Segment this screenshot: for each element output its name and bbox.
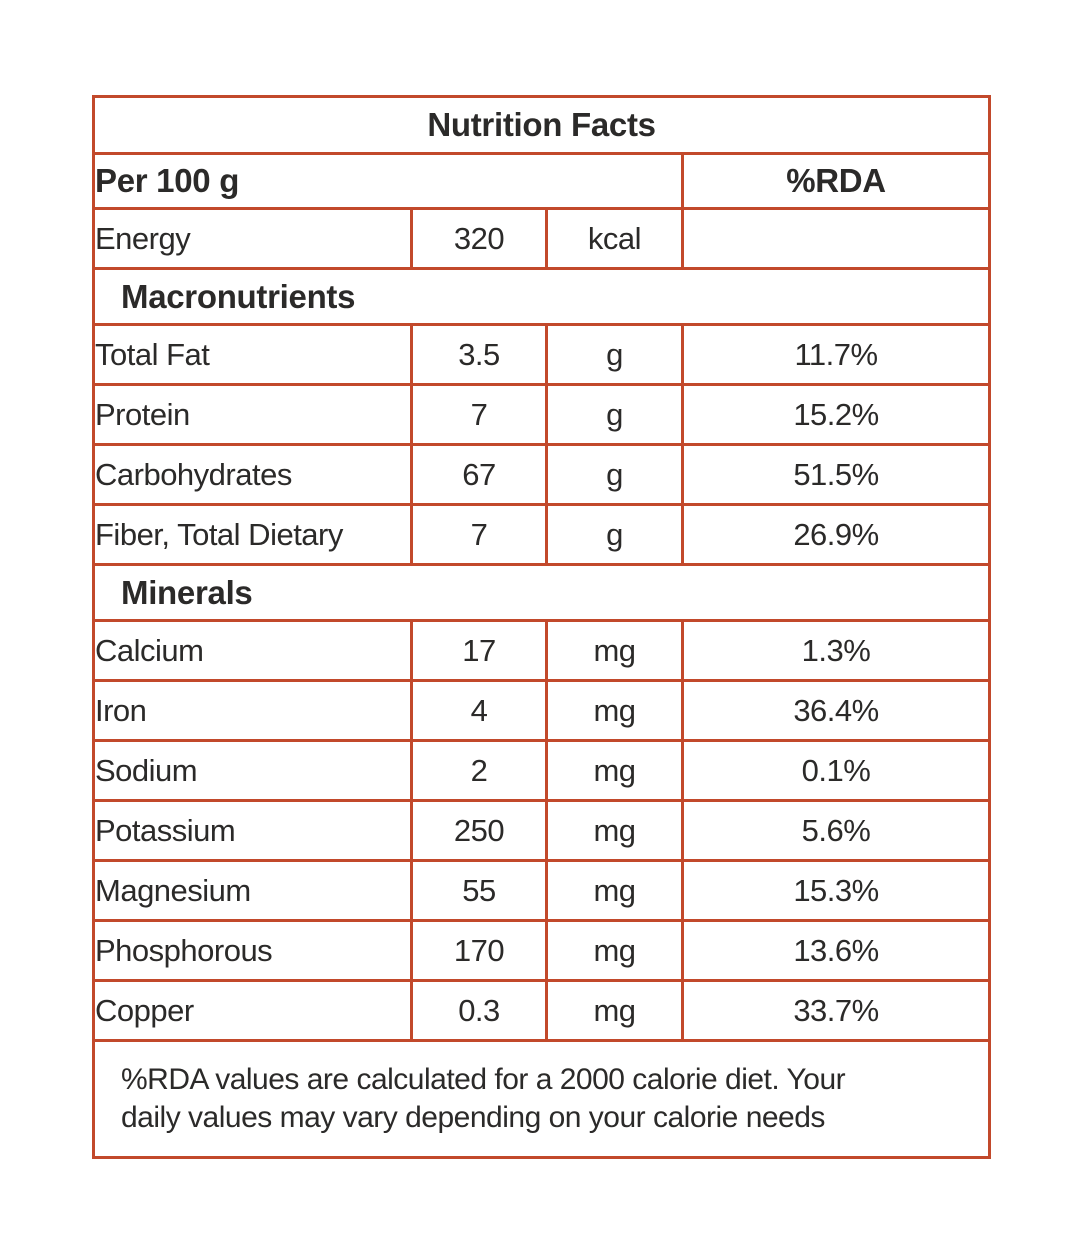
table-row: Macronutrients <box>91 267 992 326</box>
nutrient-value: 2 <box>410 739 548 802</box>
nutrient-name: Potassium <box>92 799 413 862</box>
table-row: %RDA values are calculated for a 2000 ca… <box>91 1039 992 1159</box>
nutrient-unit: mg <box>545 799 684 862</box>
nutrient-unit: mg <box>545 619 684 682</box>
nutrient-name: Copper <box>92 979 413 1042</box>
nutrient-value: 3.5 <box>410 323 548 386</box>
table-row: Magnesium 55 mg 15.3% <box>92 859 992 922</box>
table-row: Calcium 17 mg 1.3% <box>92 619 992 682</box>
nutrient-value: 55 <box>410 859 548 922</box>
table-row: Phosphorous 170 mg 13.6% <box>92 919 992 982</box>
nutrient-rda: 33.7% <box>680 979 992 1042</box>
nutrient-value: 170 <box>410 919 548 982</box>
nutrient-value: 7 <box>410 383 548 446</box>
table-row: Total Fat 3.5 g 11.7% <box>92 323 992 386</box>
nutrient-unit: mg <box>545 739 684 802</box>
nutrient-name: Protein <box>92 383 413 446</box>
nutrient-value: 67 <box>410 443 548 506</box>
nutrient-rda: 13.6% <box>680 919 992 982</box>
nutrient-name: Energy <box>92 207 413 270</box>
nutrition-facts-table: Nutrition Facts Per 100 g %RDA Energy 32… <box>91 95 992 1159</box>
nutrient-value: 4 <box>410 679 548 742</box>
table-row: Copper 0.3 mg 33.7% <box>92 979 992 1042</box>
nutrient-value: 0.3 <box>410 979 548 1042</box>
footnote-line-2: daily values may vary depending on your … <box>121 1101 825 1134</box>
nutrient-unit: mg <box>545 679 684 742</box>
nutrient-name: Sodium <box>92 739 413 802</box>
nutrient-unit: g <box>545 383 684 446</box>
nutrient-name: Magnesium <box>92 859 413 922</box>
table-row: Fiber, Total Dietary 7 g 26.9% <box>92 503 992 566</box>
nutrient-name: Total Fat <box>92 323 413 386</box>
nutrient-unit: mg <box>545 859 684 922</box>
serving-size-header: Per 100 g <box>92 152 684 210</box>
nutrient-name: Calcium <box>92 619 413 682</box>
nutrient-rda <box>680 207 992 270</box>
nutrient-value: 7 <box>410 503 548 566</box>
table-row: Potassium 250 mg 5.6% <box>92 799 992 862</box>
footnote: %RDA values are calculated for a 2000 ca… <box>91 1039 992 1159</box>
table-row: Sodium 2 mg 0.1% <box>92 739 992 802</box>
nutrient-unit: mg <box>545 979 684 1042</box>
table-title: Nutrition Facts <box>91 95 992 155</box>
nutrient-unit: g <box>545 503 684 566</box>
nutrient-value: 320 <box>410 207 548 270</box>
table-row: Protein 7 g 15.2% <box>92 383 992 446</box>
section-header-minerals: Minerals <box>91 563 992 622</box>
table-row: Iron 4 mg 36.4% <box>92 679 992 742</box>
nutrient-name: Carbohydrates <box>92 443 413 506</box>
nutrient-name: Iron <box>92 679 413 742</box>
nutrient-rda: 1.3% <box>680 619 992 682</box>
nutrient-rda: 15.3% <box>680 859 992 922</box>
nutrient-value: 17 <box>410 619 548 682</box>
table-row: Carbohydrates 67 g 51.5% <box>92 443 992 506</box>
nutrition-facts-panel: Nutrition Facts Per 100 g %RDA Energy 32… <box>91 95 992 1159</box>
nutrient-rda: 51.5% <box>680 443 992 506</box>
nutrient-unit: kcal <box>545 207 684 270</box>
table-row: Energy 320 kcal <box>92 207 992 270</box>
nutrient-rda: 0.1% <box>680 739 992 802</box>
footnote-line-1: %RDA values are calculated for a 2000 ca… <box>121 1063 846 1096</box>
nutrient-name: Phosphorous <box>92 919 413 982</box>
nutrient-rda: 5.6% <box>680 799 992 862</box>
nutrient-name: Fiber, Total Dietary <box>92 503 413 566</box>
table-row: Minerals <box>91 563 992 622</box>
table-row: Nutrition Facts <box>91 95 992 155</box>
nutrient-rda: 36.4% <box>680 679 992 742</box>
nutrient-unit: g <box>545 443 684 506</box>
nutrient-unit: mg <box>545 919 684 982</box>
rda-column-header: %RDA <box>680 152 992 210</box>
nutrient-value: 250 <box>410 799 548 862</box>
table-row: Per 100 g %RDA <box>92 152 992 210</box>
nutrient-rda: 15.2% <box>680 383 992 446</box>
section-header-macronutrients: Macronutrients <box>91 267 992 326</box>
nutrient-rda: 11.7% <box>680 323 992 386</box>
nutrient-unit: g <box>545 323 684 386</box>
nutrient-rda: 26.9% <box>680 503 992 566</box>
